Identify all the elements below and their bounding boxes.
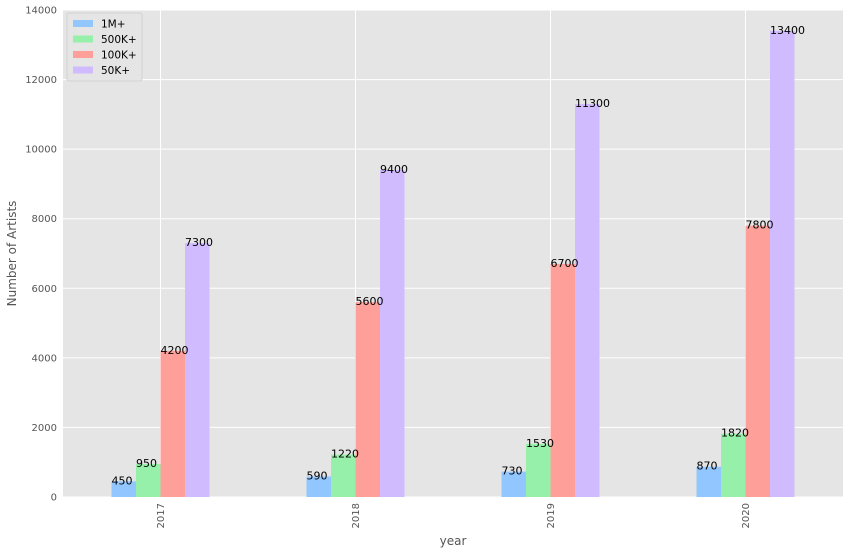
bar-2020-2 — [745, 225, 770, 497]
legend-box — [66, 12, 143, 82]
y-tick-label: 4000 — [32, 353, 57, 364]
bar-2018-1 — [331, 454, 356, 497]
bar-2017-2 — [160, 350, 185, 497]
bar-2018-3 — [380, 170, 405, 497]
x-tick-label: 2020 — [741, 503, 752, 528]
data-label: 4200 — [161, 344, 189, 357]
bar-2018-0 — [306, 476, 331, 497]
y-tick-label: 6000 — [32, 284, 57, 295]
legend-entry: 100K+ — [101, 50, 137, 62]
data-label: 11300 — [575, 97, 610, 110]
y-tick-label: 8000 — [32, 214, 57, 225]
x-axis-ticks: 2017 2018 2019 2020 — [156, 503, 752, 528]
legend-swatch — [73, 51, 93, 58]
data-label: 7300 — [185, 236, 213, 249]
data-label: 1220 — [331, 448, 359, 461]
bar-2019-0 — [501, 471, 526, 497]
y-tick-label: 2000 — [32, 423, 57, 434]
data-label: 870 — [697, 460, 718, 473]
data-label: 590 — [307, 469, 328, 482]
data-label: 7800 — [746, 219, 774, 232]
data-label: 13400 — [770, 24, 805, 37]
data-labels: 450 590 730 870 950 1220 1530 1820 4200 5600 6700 7… — [112, 24, 806, 487]
y-tick-label: 0 — [51, 493, 57, 504]
bar-2020-0 — [696, 466, 721, 497]
data-label: 9400 — [380, 163, 408, 176]
legend-swatch — [73, 35, 93, 43]
data-label: 950 — [136, 457, 157, 470]
bar-2017-3 — [185, 243, 210, 497]
x-tick-label: 2019 — [546, 503, 557, 528]
x-tick-label: 2018 — [351, 503, 362, 528]
y-tick-label: 12000 — [25, 75, 57, 86]
bar-2017-1 — [136, 463, 161, 497]
data-label: 5600 — [356, 295, 384, 308]
legend-entry: 500K+ — [101, 34, 137, 46]
bar-2019-1 — [526, 443, 551, 497]
bar-2018-2 — [355, 302, 380, 497]
legend-entry: 1M+ — [101, 19, 126, 31]
data-label: 1820 — [721, 427, 749, 440]
bar-2019-2 — [550, 263, 575, 497]
legend-swatch — [73, 20, 93, 27]
x-tick-label: 2017 — [156, 503, 167, 528]
y-axis-label: Number of Artists — [5, 201, 19, 307]
y-tick-label: 10000 — [25, 145, 57, 156]
x-axis-label: year — [440, 534, 467, 548]
bars — [111, 30, 795, 498]
legend-swatch — [73, 66, 93, 74]
bar-2017-0 — [111, 481, 136, 497]
y-tick-label: 14000 — [25, 6, 57, 17]
bar-2019-3 — [575, 103, 600, 498]
data-label: 1530 — [526, 437, 554, 450]
y-axis-ticks: 0 2000 4000 6000 8000 10000 12000 14000 — [25, 6, 57, 504]
bar-2020-3 — [770, 30, 795, 497]
bar-2020-1 — [721, 433, 746, 497]
legend: 1M+ 500K+ 100K+ 50K+ — [66, 12, 143, 82]
data-label: 6700 — [551, 257, 579, 270]
legend-entry: 50K+ — [101, 65, 130, 77]
data-label: 450 — [112, 474, 133, 487]
data-label: 730 — [502, 465, 523, 478]
